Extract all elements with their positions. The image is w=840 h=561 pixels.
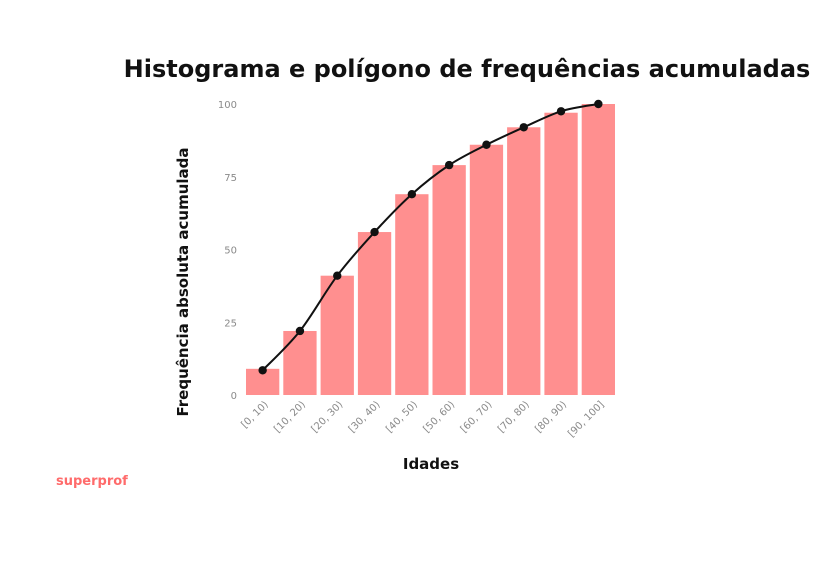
x-tick-label: [10, 20) [272, 399, 308, 435]
polygon-point-1 [295, 326, 305, 336]
polygon-point-9 [594, 99, 603, 109]
bar-2 [320, 275, 354, 395]
y-tick-label: 0 [231, 391, 237, 402]
y-tick-label: 50 [224, 246, 237, 257]
polygon-point-2 [333, 271, 342, 280]
polygon-group [258, 99, 603, 375]
bars-group [246, 104, 615, 395]
x-tick-label: [90, 100] [566, 399, 606, 439]
bar-5 [432, 165, 466, 395]
superprof-logo: superprof [56, 474, 128, 489]
bar-4 [395, 194, 429, 395]
chart-title: Histograma e polígono de frequências acu… [124, 55, 811, 83]
polygon-point-5 [444, 160, 454, 170]
bar-8 [544, 112, 578, 395]
x-tick-label: [50, 60) [421, 399, 457, 435]
polygon-point-0 [258, 366, 267, 375]
polygon-point-4 [407, 190, 417, 199]
bar-3 [357, 232, 392, 395]
polygon-point-3 [370, 227, 379, 237]
y-tick-label: 75 [224, 173, 237, 184]
x-tick-label: [70, 80) [496, 399, 532, 435]
polygon-point-6 [482, 140, 491, 149]
bar-7 [507, 127, 541, 395]
y-tick-label: 100 [218, 100, 237, 111]
y-axis-ticks: 0 25 50 75 100 [218, 100, 237, 402]
x-tick-label: [0, 10) [239, 399, 270, 430]
x-tick-label: [30, 40) [347, 399, 383, 435]
x-tick-label: [20, 30) [310, 399, 346, 435]
y-axis-title: Frequência absoluta acumulada [174, 147, 192, 416]
bar-9 [581, 104, 615, 395]
polygon-point-8 [556, 107, 566, 116]
bar-6 [469, 144, 504, 395]
x-tick-label: [40, 50) [384, 399, 420, 435]
x-tick-label: [80, 90) [533, 399, 569, 435]
x-axis-ticks: [0, 10) [10, 20) [20, 30) [30, 40) [40, 50)[… [239, 399, 606, 439]
x-axis-title: Idades [403, 455, 459, 473]
y-tick-label: 25 [224, 318, 237, 329]
bar-1 [283, 330, 317, 395]
x-tick-label: [60, 70) [459, 399, 495, 435]
polygon-line [261, 103, 599, 371]
polygon-point-7 [519, 123, 528, 132]
